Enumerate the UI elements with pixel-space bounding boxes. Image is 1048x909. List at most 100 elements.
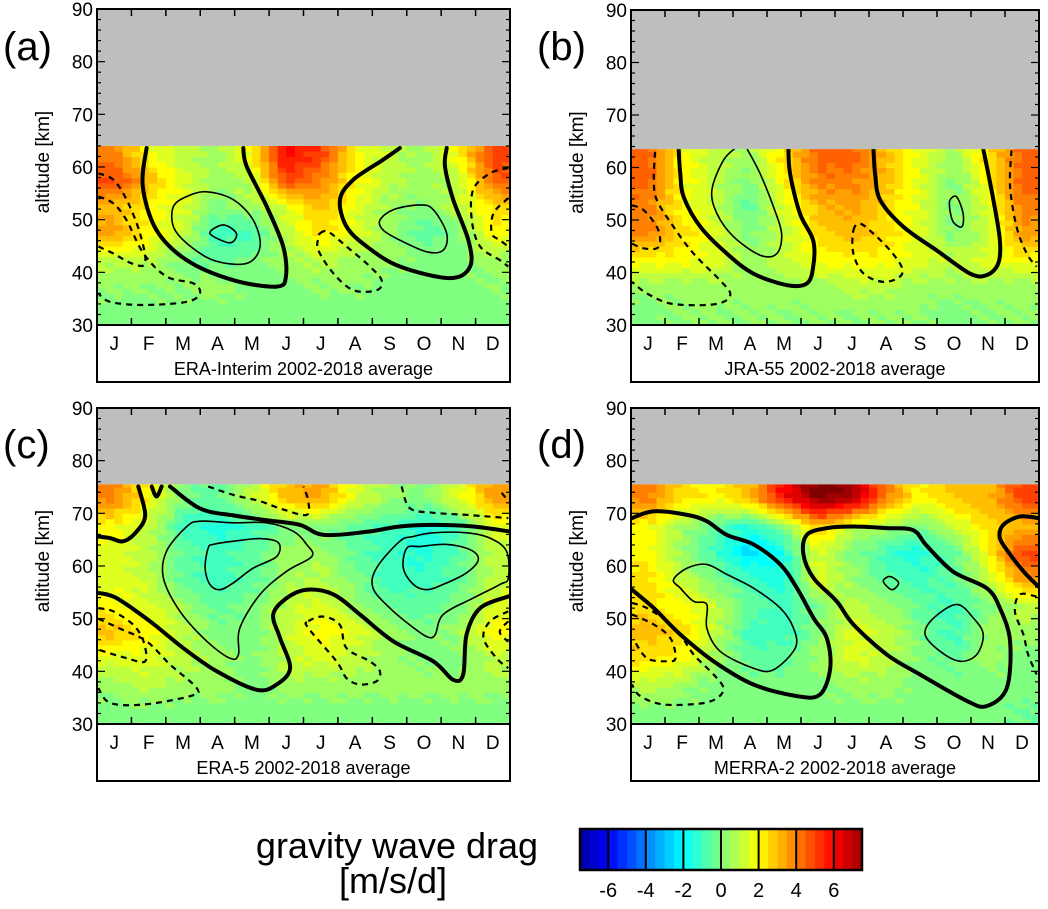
heatmap-cell [372,703,381,709]
heatmap-cell [269,262,278,268]
heatmap-cell [818,241,827,247]
heatmap-cell [861,304,870,310]
heatmap-cell [476,314,485,320]
heatmap-cell [903,241,912,247]
heatmap-cell [252,162,261,168]
heatmap-cell [861,204,870,210]
heatmap-cell [106,193,115,199]
heatmap-cell [295,283,304,289]
heatmap-cell [226,608,235,614]
heatmap-cell [424,299,433,305]
heatmap-cell [801,157,810,163]
heatmap-cell [269,246,278,252]
heatmap-cell [131,288,140,294]
heatmap-cell [784,315,793,321]
heatmap-cell [355,183,364,189]
heatmap-cell [364,146,373,152]
heatmap-cell [852,168,861,174]
heatmap-cell [484,178,493,184]
heatmap-cell [286,251,295,257]
heatmap-cell [286,278,295,284]
heatmap-cell [269,193,278,199]
heatmap-cell [415,220,424,226]
heatmap-cell [149,682,158,688]
heatmap-cell [269,640,278,646]
heatmap-cell [338,571,347,577]
heatmap-cell [235,587,244,593]
heatmap-cell [493,172,502,178]
heatmap-cell [131,183,140,189]
heatmap-cell [347,703,356,709]
heatmap-cell [415,241,424,247]
heatmap-cell [458,288,467,294]
heatmap-cell [329,703,338,709]
heatmap-cell [286,151,295,157]
heatmap-cell [1014,309,1023,315]
heatmap-cell [759,215,768,221]
heatmap-cell [818,157,827,163]
heatmap-cell [149,235,158,241]
heatmap-cell [971,162,980,168]
heatmap-cell [157,708,166,714]
heatmap-cell [355,220,364,226]
heatmap-cell [166,703,175,709]
heatmap-cell [174,566,183,572]
heatmap-cell [347,309,356,315]
heatmap-cell [733,194,742,200]
heatmap-cell [665,162,674,168]
heatmap-cell [243,592,252,598]
heatmap-cell [844,178,853,184]
heatmap-cell [946,288,955,294]
heatmap-cell [355,645,364,651]
heatmap-cell [123,251,132,257]
heatmap-cell [97,262,106,268]
heatmap-cell [886,183,895,189]
heatmap-cell [1022,267,1031,273]
heatmap-cell [269,272,278,278]
heatmap-cell [929,304,938,310]
heatmap-cell [226,624,235,630]
heatmap-cell [937,178,946,184]
heatmap-cell [733,183,742,189]
heatmap-cell [149,634,158,640]
heatmap-cell [372,634,381,640]
heatmap-cell [458,713,467,719]
heatmap-cell [407,640,416,646]
heatmap-cell [742,168,751,174]
heatmap-cell [869,283,878,289]
heatmap-cell [776,178,785,184]
heatmap-cell [226,172,235,178]
heatmap-cell [364,193,373,199]
heatmap-cell [415,193,424,199]
heatmap-cell [235,566,244,572]
heatmap-cell [252,293,261,299]
heatmap-cell [835,189,844,195]
heatmap-cell [912,309,921,315]
heatmap-cell [226,162,235,168]
heatmap-cell [810,173,819,179]
heatmap-cell [980,194,989,200]
heatmap-cell [1005,294,1014,300]
heatmap-cell [174,209,183,215]
y-tick-label: 80 [72,53,93,74]
heatmap-cell [835,273,844,279]
heatmap-cell [157,251,166,257]
heatmap-cell [750,288,759,294]
heatmap-cell [157,592,166,598]
heatmap-cell [192,571,201,577]
heatmap-cell [441,314,450,320]
heatmap-cell [347,299,356,305]
heatmap-cell [648,252,657,258]
heatmap-cell [140,603,149,609]
heatmap-cell [759,299,768,305]
heatmap-cell [827,309,836,315]
heatmap-cell [665,273,674,279]
heatmap-cell [682,168,691,174]
heatmap-cell [716,304,725,310]
y-tick-label: 90 [72,0,93,21]
heatmap-cell [123,634,132,640]
heatmap-cell [407,220,416,226]
heatmap-cell [286,640,295,646]
heatmap-cell [852,162,861,168]
heatmap-cell [140,650,149,656]
